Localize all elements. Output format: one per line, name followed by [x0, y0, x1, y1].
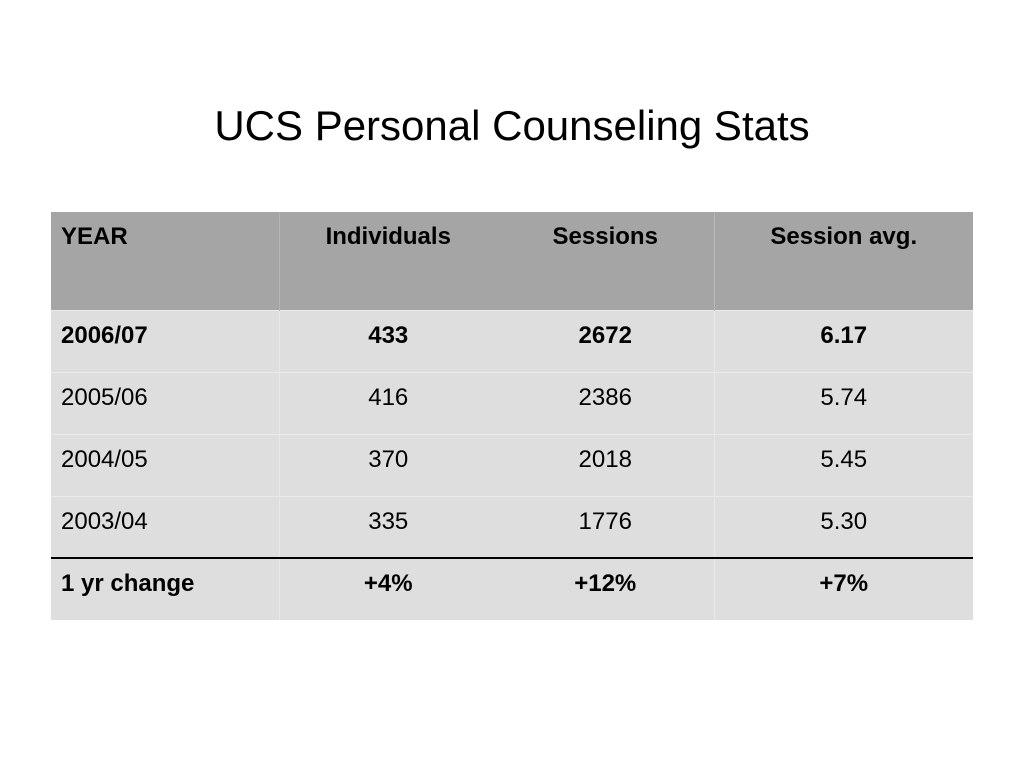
cell-sessions: 2386: [497, 371, 714, 434]
cell-year: 2003/04: [51, 495, 279, 558]
cell-session-avg: 5.45: [713, 433, 973, 496]
change-individuals: +4%: [278, 557, 497, 620]
change-session-avg: +7%: [713, 557, 973, 620]
header-individuals: Individuals: [278, 212, 497, 310]
stats-table: YEAR Individuals Sessions Session avg. 2…: [51, 212, 973, 620]
cell-sessions: 2018: [497, 433, 714, 496]
cell-session-avg: 5.30: [713, 495, 973, 558]
header-year: YEAR: [51, 212, 279, 310]
header-sessions: Sessions: [497, 212, 714, 310]
table-header-row: YEAR Individuals Sessions Session avg.: [51, 212, 973, 310]
change-sessions: +12%: [497, 557, 714, 620]
change-label: 1 yr change: [51, 557, 279, 620]
cell-sessions: 2672: [497, 309, 714, 372]
cell-individuals: 335: [278, 495, 497, 558]
cell-individuals: 433: [278, 309, 497, 372]
table-row: 2005/06 416 2386 5.74: [51, 371, 973, 434]
table-row: 2006/07 433 2672 6.17: [51, 309, 973, 372]
table-row: 2004/05 370 2018 5.45: [51, 433, 973, 496]
cell-individuals: 416: [278, 371, 497, 434]
table-row: 2003/04 335 1776 5.30: [51, 495, 973, 558]
cell-year: 2004/05: [51, 433, 279, 496]
cell-sessions: 1776: [497, 495, 714, 558]
header-session-avg: Session avg.: [713, 212, 973, 310]
cell-session-avg: 5.74: [713, 371, 973, 434]
change-row: 1 yr change +4% +12% +7%: [51, 557, 973, 620]
cell-individuals: 370: [278, 433, 497, 496]
cell-year: 2005/06: [51, 371, 279, 434]
cell-session-avg: 6.17: [713, 309, 973, 372]
page-title: UCS Personal Counseling Stats: [214, 102, 810, 150]
cell-year: 2006/07: [51, 309, 279, 372]
